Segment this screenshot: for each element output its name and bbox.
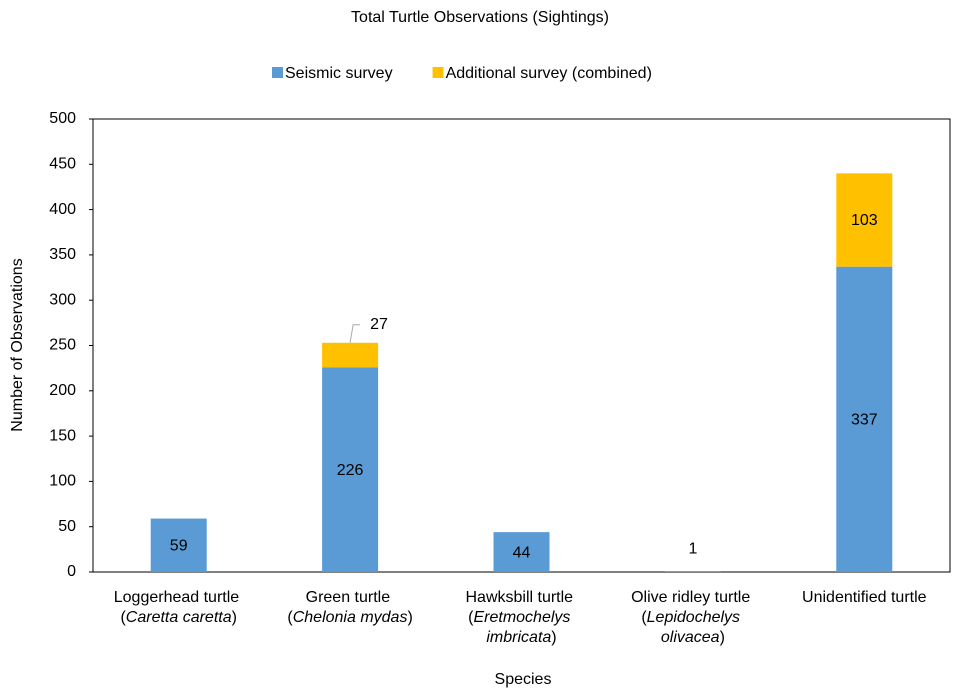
y-tick-label: 200 xyxy=(49,382,76,399)
y-tick-label: 500 xyxy=(49,110,76,127)
value-label: 27 xyxy=(370,316,388,333)
x-tick-label: Hawksbill turtle (Eretmochelys imbricata… xyxy=(465,589,577,646)
x-tick-label: Green turtle (Chelonia mydas) xyxy=(287,589,412,626)
bar-segment xyxy=(664,571,721,572)
y-tick-label: 300 xyxy=(49,291,76,308)
y-tick-label: 400 xyxy=(49,201,76,218)
bar-segment xyxy=(493,532,550,572)
y-tick-label: 350 xyxy=(49,246,76,263)
bar-segment xyxy=(836,173,893,267)
y-tick-label: 450 xyxy=(49,156,76,173)
x-tick-label: Unidentified turtle xyxy=(802,589,927,606)
value-label: 59 xyxy=(170,537,188,554)
y-tick-label: 50 xyxy=(58,518,76,535)
y-tick-label: 250 xyxy=(49,337,76,354)
y-tick-label: 150 xyxy=(49,427,76,444)
leader-line xyxy=(349,324,361,343)
y-axis-title: Number of Observations xyxy=(9,258,26,431)
x-tick-label: Loggerhead turtle (Caretta caretta) xyxy=(114,589,244,626)
value-label: 226 xyxy=(337,462,364,479)
bar-segment xyxy=(836,266,893,572)
value-label: 1 xyxy=(688,540,697,557)
y-tick-label: 0 xyxy=(67,563,76,580)
legend-label: Seismic survey xyxy=(285,65,393,82)
legend-label: Additional survey (combined) xyxy=(446,65,652,82)
value-label: 103 xyxy=(851,212,878,229)
x-axis-title: Species xyxy=(495,671,552,688)
chart-title: Total Turtle Observations (Sightings) xyxy=(351,9,609,26)
legend-swatch xyxy=(272,67,283,78)
bar-segment xyxy=(150,518,207,572)
plot-frame xyxy=(92,118,951,573)
x-tick-label: Olive ridley turtle (Lepidochelys olivac… xyxy=(631,589,755,646)
value-label: 337 xyxy=(851,412,878,429)
bar-segment xyxy=(322,367,379,572)
y-tick-label: 100 xyxy=(49,473,76,490)
legend-swatch xyxy=(432,67,444,78)
value-label: 44 xyxy=(513,544,531,561)
bar-segment xyxy=(322,342,379,368)
